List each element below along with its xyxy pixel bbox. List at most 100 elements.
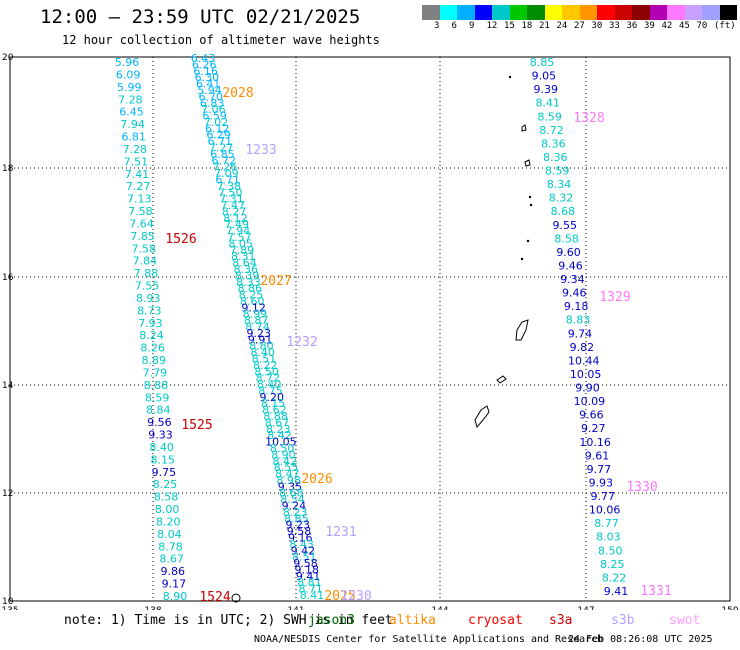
wave-height-value: 8.12 [223,212,248,225]
wave-height-value: 8.62 [262,404,287,417]
wave-height-value: 9.42 [291,544,316,557]
generated-timestamp: 24 Feb 08:26:08 UTC 2025 [568,634,713,645]
lon-label: 138 [144,606,161,610]
island-outline [496,375,507,384]
island-outline [521,124,527,132]
wave-height-value: 9.90 [575,382,600,395]
wave-height-value: 8.71 [298,583,323,596]
wave-height-value: 8.83 [566,314,591,327]
pass-time-label: 1525 [181,418,212,433]
colorbar-swatch [667,5,685,20]
wave-height-value: 8.41 [300,589,325,602]
pass-time-label: 1231 [325,525,356,540]
pass-time-label: 1330 [626,480,657,495]
wave-height-value: 8.41 [535,97,560,110]
wave-height-value: 8.36 [541,137,566,150]
wave-height-value: 8.68 [279,487,304,500]
lat-label: 16 [2,273,14,283]
map-frame [9,56,731,602]
lat-label: 12 [2,489,13,499]
colorbar-swatch [702,5,720,20]
pass-time-label: 2026 [301,472,332,487]
colorbar-swatch [719,5,737,20]
wave-height-value: 9.77 [590,490,615,503]
wave-height-colorbar [422,5,737,20]
island-dot [529,203,533,207]
island-dot [526,239,530,243]
wave-height-value: 8.27 [222,205,247,218]
legend-item-jason3: jason3 [308,613,355,628]
wave-height-value: 8.43 [289,538,314,551]
legend-item-altika: altika [389,613,436,628]
wave-height-value: 5.99 [117,81,142,94]
wave-height-value: 8.60 [240,295,265,308]
wave-height-value: 8.36 [234,263,259,276]
colorbar-swatch [527,5,545,20]
wave-height-value: 9.93 [589,476,614,489]
wave-height-value: 9.60 [556,246,581,259]
pass-time-label: 1230 [340,589,371,604]
legend-item-cryosat: cryosat [468,613,523,628]
colorbar-label: 27 [574,21,585,31]
wave-height-value: 9.34 [560,273,585,286]
island-outlines [231,75,533,603]
wave-height-value: 6.83 [200,97,225,110]
wave-height-value: 9.18 [295,563,320,576]
wave-height-value: 9.39 [534,83,559,96]
wave-height-value: 6.09 [116,68,141,81]
legend-item-s3b: s3b [611,613,635,628]
colorbar-swatch [684,5,702,20]
wave-height-value: 7.58 [128,205,153,218]
wave-height-value: 9.23 [285,519,310,532]
wave-height-value: 7.94 [120,118,145,131]
colorbar-label: 3 [434,21,440,31]
wave-height-value: 10.09 [574,395,606,408]
wave-height-value: 6.43 [191,52,216,65]
wave-height-value: 7.84 [133,255,158,268]
map-subtitle: 12 hour collection of altimeter wave hei… [62,33,380,47]
wave-height-value: 8.58 [554,232,579,245]
wave-height-value: 8.24 [139,329,164,342]
pass-time-label: 2025 [324,589,355,604]
wave-height-value: 9.58 [293,557,318,570]
map-title: 12:00 – 23:59 UTC 02/21/2025 [40,6,361,28]
colorbar-labels: 3 6 9 12 15 18 21 24 27 30 33 36 39 42 45 70 (ft) [422,21,740,33]
wave-height-value: 10.05 [570,368,602,381]
colorbar-label: 15 [504,21,515,31]
wave-height-value: 8.84 [146,404,171,417]
colorbar-label: 42 [661,21,673,31]
wave-height-value: 8.25 [239,289,264,302]
wave-height-value: 8.42 [273,455,298,468]
wave-height-value: 9.41 [296,570,321,583]
lat-label: 18 [2,164,14,174]
lon-label: 150 [721,606,738,610]
wave-height-value: 7.28 [118,93,143,106]
wave-height-value: 8.03 [596,531,621,544]
pass-time-labels: 2028 1328 1233 1526 2027 1329 1232 1525 2026 1330… [165,86,671,605]
wave-height-value: 8.32 [549,192,574,205]
wave-height-value: 7.26 [213,161,238,174]
wave-height-value: 6.16 [193,65,218,78]
lon-label: 147 [577,606,594,610]
wave-height-value: 8.33 [236,276,261,289]
wave-height-value: 8.47 [275,468,300,481]
colorbar-label: 45 [679,21,690,31]
colorbar-label: 36 [626,21,638,31]
wave-height-value: 9.77 [587,463,612,476]
wave-height-value: 8.88 [144,379,169,392]
wave-height-value: 6.81 [121,131,146,144]
island-outline [231,593,241,603]
colorbar-label: 33 [609,21,620,31]
wave-height-value: 9.23 [247,327,272,340]
wave-height-value: 8.99 [243,308,268,321]
wave-height-value: 7.79 [143,366,168,379]
wave-height-value: 8.51 [252,352,277,365]
wave-height-value: 8.54 [280,493,305,506]
island-dot [508,75,512,79]
colorbar-label: 70 [696,21,708,31]
colorbar-label: 9 [469,21,475,31]
wave-height-value: 8.58 [154,491,179,504]
wave-height-value: 7.09 [214,167,239,180]
legend-item-swot: swot [669,613,701,628]
wave-height-value: 8.86 [237,282,262,295]
